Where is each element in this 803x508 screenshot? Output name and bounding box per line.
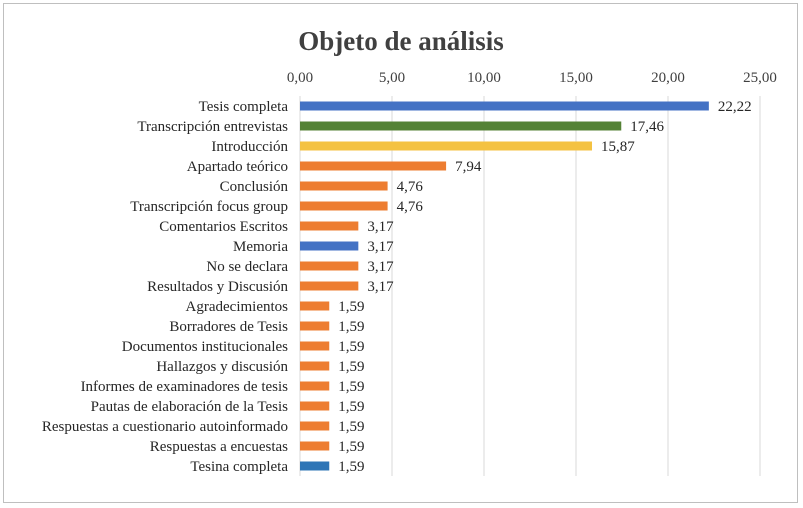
category-label: Comentarios Escritos xyxy=(159,219,288,235)
x-tick-label: 25,00 xyxy=(743,70,777,86)
bar xyxy=(300,441,330,451)
bar xyxy=(300,341,330,351)
bar xyxy=(300,161,447,171)
category-label: Documentos institucionales xyxy=(122,339,288,355)
data-label: 15,87 xyxy=(601,139,635,155)
data-label: 1,59 xyxy=(338,379,364,395)
category-label: Transcripción entrevistas xyxy=(137,119,288,135)
x-tick-label: 15,00 xyxy=(559,70,593,86)
category-label: Tesina completa xyxy=(190,459,288,475)
category-label: Transcripción focus group xyxy=(130,199,288,215)
x-tick-label: 10,00 xyxy=(467,70,501,86)
bar xyxy=(300,281,359,291)
category-label: Memoria xyxy=(233,239,288,255)
value-labels: 22,2217,4615,877,944,764,763,173,173,173… xyxy=(338,99,751,475)
bar xyxy=(300,101,709,111)
data-label: 3,17 xyxy=(367,279,394,295)
category-label: No se declara xyxy=(206,259,288,275)
data-label: 17,46 xyxy=(630,119,664,135)
bar xyxy=(300,181,388,191)
data-label: 1,59 xyxy=(338,459,364,475)
chart-title: Objeto de análisis xyxy=(298,26,504,56)
data-label: 3,17 xyxy=(367,259,394,275)
bar xyxy=(300,301,330,311)
data-label: 1,59 xyxy=(338,319,364,335)
bar xyxy=(300,361,330,371)
chart-frame xyxy=(3,3,798,503)
category-label: Respuestas a cuestionario autoinformado xyxy=(42,419,288,435)
bar xyxy=(300,121,622,131)
data-label: 1,59 xyxy=(338,339,364,355)
x-axis-ticks: 0,00 5,00 10,00 15,00 20,00 25,00 xyxy=(287,70,777,86)
category-label: Conclusión xyxy=(220,179,289,195)
category-label: Tesis completa xyxy=(199,99,289,115)
data-label: 1,59 xyxy=(338,439,364,455)
x-tick-label: 0,00 xyxy=(287,70,313,86)
category-label: Pautas de elaboración de la Tesis xyxy=(91,399,289,415)
category-label: Informes de examinadores de tesis xyxy=(81,379,289,395)
bar xyxy=(300,321,330,331)
category-label: Agradecimientos xyxy=(186,299,289,315)
category-label: Resultados y Discusión xyxy=(147,279,288,295)
category-label: Introducción xyxy=(211,139,288,155)
bar xyxy=(300,381,330,391)
category-label: Hallazgos y discusión xyxy=(156,359,288,375)
bar xyxy=(300,141,593,151)
data-label: 3,17 xyxy=(367,219,394,235)
bar xyxy=(300,241,359,251)
bar xyxy=(300,421,330,431)
category-labels: Tesis completa Transcripción entrevistas I… xyxy=(42,99,289,475)
bar xyxy=(300,221,359,231)
category-label: Apartado teórico xyxy=(187,159,288,175)
data-label: 1,59 xyxy=(338,399,364,415)
data-label: 22,22 xyxy=(718,99,752,115)
category-label: Borradores de Tesis xyxy=(169,319,288,335)
data-label: 1,59 xyxy=(338,359,364,375)
bar xyxy=(300,261,359,271)
bar xyxy=(300,401,330,411)
data-label: 3,17 xyxy=(367,239,394,255)
bar xyxy=(300,201,388,211)
data-label: 7,94 xyxy=(455,159,482,175)
data-label: 4,76 xyxy=(397,199,424,215)
gridlines xyxy=(299,96,761,476)
bars xyxy=(300,101,709,471)
x-tick-label: 5,00 xyxy=(379,70,405,86)
data-label: 4,76 xyxy=(397,179,424,195)
data-label: 1,59 xyxy=(338,419,364,435)
category-label: Respuestas a encuestas xyxy=(150,439,288,455)
data-label: 1,59 xyxy=(338,299,364,315)
bar xyxy=(300,461,330,471)
x-tick-label: 20,00 xyxy=(651,70,685,86)
